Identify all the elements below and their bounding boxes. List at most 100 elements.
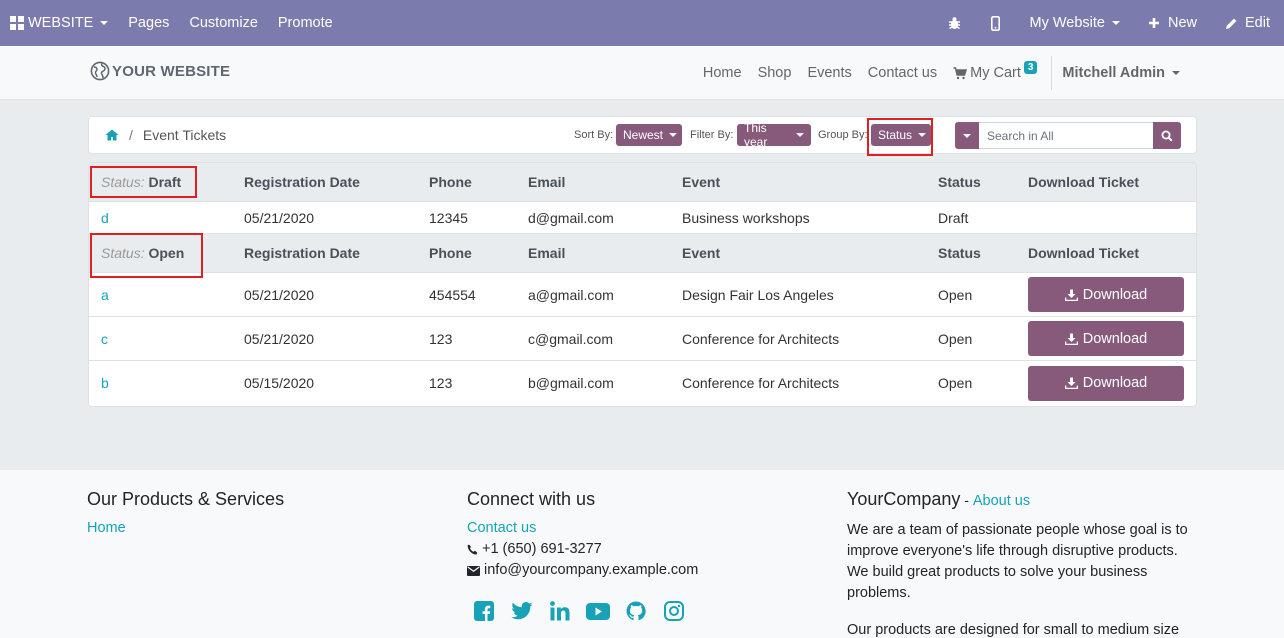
- ticket-name-link[interactable]: a: [101, 286, 109, 303]
- column-header: Status: [938, 245, 981, 261]
- phone: 12345: [429, 209, 468, 226]
- column-header: Phone: [429, 174, 472, 190]
- site-footer: Our Products & Services Home Connect wit…: [0, 470, 1284, 638]
- search-button[interactable]: [1153, 122, 1181, 149]
- table-row: b 05/15/2020 123 b@gmail.com Conference …: [89, 361, 1196, 405]
- column-header: Registration Date: [244, 245, 360, 261]
- group-title[interactable]: Status: Open: [101, 245, 184, 261]
- customize-menu[interactable]: Customize: [189, 15, 258, 31]
- highlight-box: [867, 118, 933, 156]
- filter-label: Filter By:: [690, 129, 734, 141]
- download-button[interactable]: Download: [1028, 277, 1184, 312]
- ticket-name-link[interactable]: d: [101, 209, 109, 226]
- search-input[interactable]: [979, 122, 1153, 149]
- event: Design Fair Los Angeles: [682, 286, 834, 303]
- mobile-icon: [990, 15, 1000, 31]
- nav-events[interactable]: Events: [807, 65, 852, 81]
- status: Open: [938, 330, 973, 347]
- event: Conference for Architects: [682, 330, 840, 347]
- highlight-box: [90, 233, 203, 278]
- column-header: Registration Date: [244, 174, 360, 190]
- website-menu[interactable]: WEBSITE: [0, 0, 118, 46]
- filter-dropdown[interactable]: This year: [737, 121, 811, 149]
- column-header: Email: [528, 174, 566, 190]
- debug-button[interactable]: [934, 0, 975, 46]
- site-logo[interactable]: YOUR WEBSITE: [90, 61, 230, 81]
- company-separator: -: [960, 492, 973, 508]
- logo-text: YOUR WEBSITE: [112, 62, 231, 80]
- nav-home[interactable]: Home: [702, 65, 742, 81]
- footer-phone-text: +1 (650) 691-3277: [482, 541, 602, 557]
- about-us-link[interactable]: About us: [972, 493, 1031, 509]
- phone: 123: [429, 330, 453, 347]
- mobile-preview-button[interactable]: [975, 0, 1016, 46]
- search-icon: [1161, 130, 1173, 142]
- footer-contact-link[interactable]: Contact us: [467, 520, 537, 536]
- registration-date: 05/21/2020: [244, 209, 315, 226]
- facebook-icon[interactable]: [471, 599, 497, 623]
- instagram-icon[interactable]: [661, 599, 687, 623]
- promote-menu[interactable]: Promote: [277, 15, 333, 31]
- group-label: Group By:: [818, 129, 868, 141]
- email: c@gmail.com: [528, 330, 614, 347]
- group-dropdown[interactable]: Status: [871, 124, 931, 146]
- table-row: c 05/21/2020 123 c@gmail.com Conference …: [89, 317, 1196, 361]
- youtube-icon[interactable]: [585, 599, 611, 623]
- social-links: [467, 599, 807, 623]
- column-header: Phone: [429, 245, 472, 261]
- nav-contact[interactable]: Contact us: [867, 65, 938, 81]
- chevron-down-icon: [963, 133, 971, 138]
- column-header: Download Ticket: [1028, 174, 1139, 190]
- download-label: Download: [1082, 330, 1148, 347]
- column-header: Status: [938, 174, 981, 190]
- control-panel: / Event Tickets Sort By: Newest Filter B…: [88, 116, 1197, 156]
- linkedin-icon[interactable]: [547, 599, 573, 623]
- status: Open: [938, 375, 973, 391]
- bug-icon: [948, 17, 960, 30]
- github-icon[interactable]: [623, 599, 649, 623]
- group-header-row: Status: Open Registration Date Phone Ema…: [89, 234, 1196, 273]
- group-title[interactable]: Status: Draft: [101, 174, 181, 190]
- nav-cart[interactable]: My Cart 3: [945, 60, 1045, 81]
- download-label: Download: [1082, 286, 1148, 303]
- footer-about: YourCompany - About us We are a team of …: [847, 488, 1197, 638]
- edit-label: Edit: [1245, 15, 1270, 31]
- footer-email-text: info@yourcompany.example.com: [484, 562, 699, 578]
- breadcrumb-separator: /: [129, 127, 133, 143]
- ticket-name-link[interactable]: c: [101, 330, 108, 347]
- footer-company-title: YourCompany - About us: [847, 488, 1197, 512]
- home-icon[interactable]: [105, 129, 119, 141]
- pages-menu[interactable]: Pages: [128, 15, 170, 31]
- nav-shop[interactable]: Shop: [757, 65, 792, 81]
- user-menu[interactable]: Mitchell Admin: [1054, 65, 1188, 81]
- table-row: a 05/21/2020 454554 a@gmail.com Design F…: [89, 273, 1196, 317]
- footer-home-link[interactable]: Home: [87, 520, 126, 536]
- plus-icon: [1148, 18, 1159, 28]
- edit-button[interactable]: Edit: [1211, 0, 1284, 46]
- company-name: YourCompany: [847, 489, 961, 509]
- sort-dropdown[interactable]: Newest: [616, 124, 682, 146]
- cart-icon: [953, 66, 968, 79]
- chevron-down-icon: [100, 21, 109, 25]
- email: d@gmail.com: [528, 209, 614, 226]
- download-button[interactable]: Download: [1028, 321, 1184, 356]
- group-value: Draft: [148, 174, 182, 190]
- new-button[interactable]: New: [1134, 0, 1211, 46]
- my-website-menu[interactable]: My Website: [1016, 0, 1134, 46]
- phone-icon: [467, 544, 478, 555]
- group-key: Status:: [101, 174, 145, 190]
- chevron-down-icon: [796, 133, 804, 137]
- twitter-icon[interactable]: [509, 599, 535, 623]
- search-options-dropdown[interactable]: [955, 122, 979, 149]
- column-header: Event: [682, 174, 721, 190]
- registration-date: 05/21/2020: [244, 330, 315, 347]
- new-label: New: [1167, 15, 1197, 31]
- group-value: Open: [148, 245, 185, 261]
- ticket-name-link[interactable]: b: [101, 375, 109, 391]
- search-bar: [955, 122, 1181, 149]
- download-button[interactable]: Download: [1028, 365, 1184, 401]
- highlight-box: [90, 166, 197, 198]
- site-nav: Home Shop Events Contact us My Cart 3 Mi…: [695, 46, 1188, 100]
- status: Draft: [938, 209, 969, 226]
- status: Open: [938, 286, 973, 303]
